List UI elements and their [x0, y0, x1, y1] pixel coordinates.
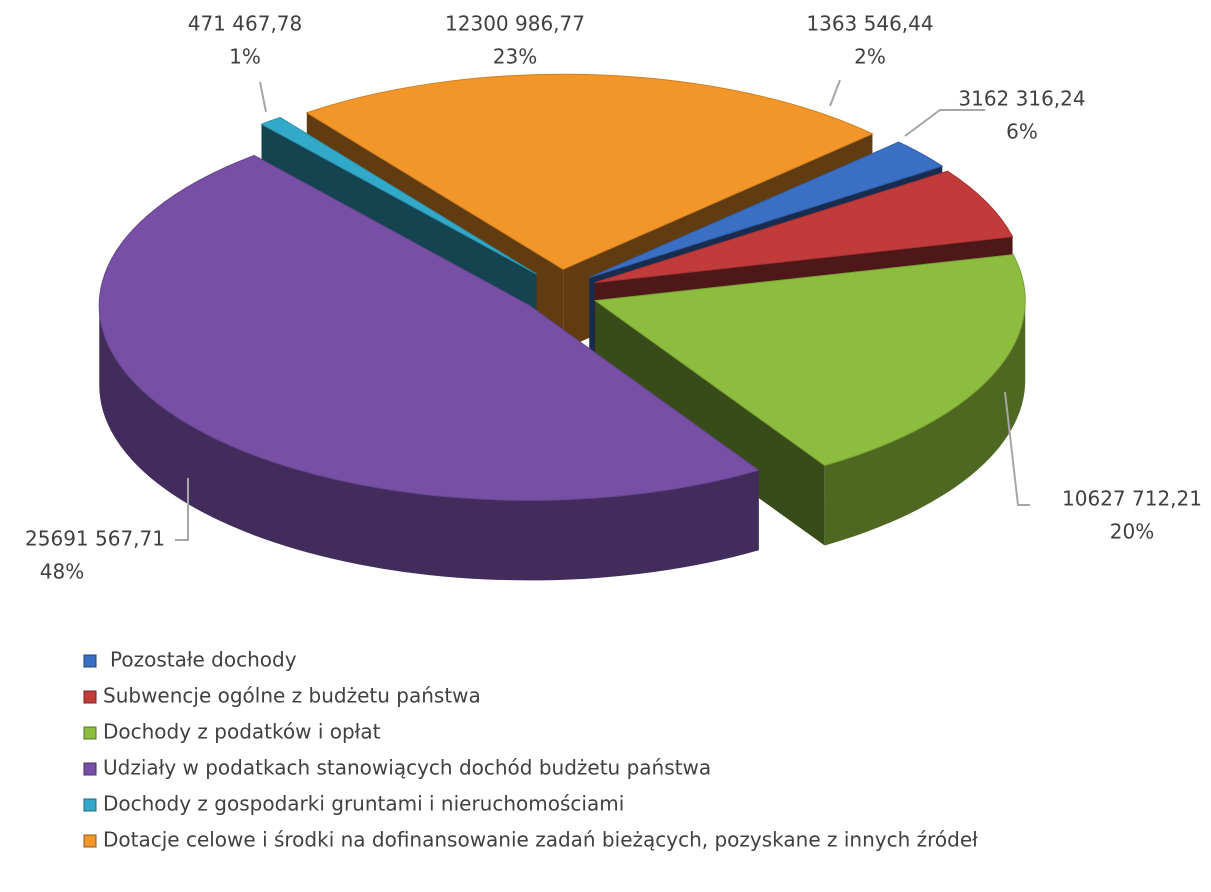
data-label: 12300 986,77 — [445, 12, 585, 36]
slice — [98, 154, 760, 501]
data-label: 10627 712,21 — [1062, 487, 1202, 511]
percent-label: 6% — [1006, 120, 1038, 144]
legend-marker — [83, 834, 97, 848]
legend-marker — [83, 726, 97, 740]
legend-label: Dotacje celowe i środki na dofinansowani… — [103, 828, 978, 852]
percent-label: 48% — [40, 560, 84, 584]
data-label: 3162 316,24 — [958, 87, 1085, 111]
legend-label: Pozostałe dochody — [110, 648, 297, 672]
data-label: 471 467,78 — [188, 12, 303, 36]
legend-label: Udziały w podatkach stanowiących dochód … — [103, 756, 711, 780]
slice — [593, 254, 1026, 467]
slice — [260, 116, 537, 275]
slice-edge — [595, 300, 825, 546]
slice — [589, 141, 944, 278]
percent-label: 2% — [854, 45, 886, 69]
leader-line — [259, 81, 267, 113]
data-label: 25691 567,71 — [25, 527, 165, 551]
leader-line — [829, 79, 841, 107]
legend-marker — [83, 654, 97, 668]
percent-label: 23% — [493, 45, 537, 69]
legend-marker — [83, 690, 97, 704]
data-label: 1363 546,44 — [806, 12, 933, 36]
slice — [305, 73, 874, 270]
slice-tops — [98, 73, 1026, 501]
leader-line — [904, 109, 985, 137]
legend-marker — [83, 762, 97, 776]
legend-label: Dochody z podatków i opłat — [103, 720, 381, 744]
percent-label: 20% — [1110, 520, 1154, 544]
legend-label: Subwencje ogólne z budżetu państwa — [103, 684, 481, 708]
leader-line — [175, 478, 189, 541]
legend-marker — [83, 798, 97, 812]
slice-wall — [99, 305, 759, 581]
legend-label: Dochody z gospodarki gruntami i nierucho… — [103, 792, 624, 816]
leader-line — [1004, 391, 1030, 506]
percent-label: 1% — [229, 45, 261, 69]
slice — [594, 170, 1014, 284]
slice-wall — [824, 300, 1026, 546]
